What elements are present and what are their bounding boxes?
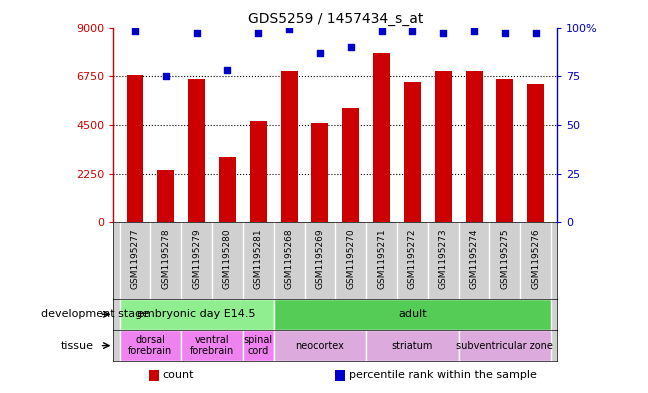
Bar (149, 369, 159, 381)
Text: GSM1195268: GSM1195268 (284, 228, 294, 289)
Bar (342, 108, 359, 222)
Point (161, 73, 171, 79)
Text: striatum: striatum (391, 341, 433, 351)
Bar (126, 75, 143, 222)
Text: GSM1195273: GSM1195273 (439, 228, 448, 289)
Bar (527, 84, 544, 222)
Point (438, 30, 448, 37)
Bar (120, 299, 273, 330)
Text: count: count (162, 369, 194, 380)
Bar (273, 299, 551, 330)
Text: neocortex: neocortex (295, 341, 344, 351)
Bar (219, 157, 236, 222)
Point (253, 30, 264, 37)
Bar (120, 330, 181, 361)
Text: GSM1195280: GSM1195280 (223, 228, 232, 289)
Text: GSM1195279: GSM1195279 (192, 228, 201, 289)
Text: GSM1195275: GSM1195275 (500, 228, 509, 289)
Text: tissue: tissue (61, 341, 93, 351)
Point (130, 28, 140, 35)
Bar (157, 170, 174, 222)
Text: dorsal
forebrain: dorsal forebrain (128, 335, 172, 356)
Text: embryonic day E14.5: embryonic day E14.5 (137, 309, 256, 320)
Text: development stage: development stage (41, 309, 149, 320)
Point (500, 30, 510, 37)
Text: subventricular zone: subventricular zone (456, 341, 553, 351)
Bar (336, 369, 345, 381)
Text: GSM1195271: GSM1195271 (377, 228, 386, 289)
Text: GSM1195276: GSM1195276 (531, 228, 540, 289)
Text: percentile rank within the sample: percentile rank within the sample (349, 369, 537, 380)
Bar (188, 79, 205, 222)
Bar (312, 123, 329, 222)
Bar (404, 82, 421, 222)
Point (315, 50, 325, 56)
Bar (459, 330, 551, 361)
Text: GSM1195270: GSM1195270 (346, 228, 355, 289)
Text: spinal
cord: spinal cord (244, 335, 273, 356)
Title: GDS5259 / 1457434_s_at: GDS5259 / 1457434_s_at (248, 13, 423, 26)
Text: GSM1195272: GSM1195272 (408, 228, 417, 289)
Text: GSM1195274: GSM1195274 (470, 228, 479, 289)
Bar (366, 330, 459, 361)
Bar (273, 330, 366, 361)
Point (407, 28, 417, 35)
Point (345, 44, 356, 50)
Point (222, 67, 233, 73)
Text: GSM1195277: GSM1195277 (130, 228, 139, 289)
Point (469, 28, 480, 35)
Bar (243, 330, 273, 361)
Text: GSM1195281: GSM1195281 (254, 228, 263, 289)
Bar (249, 121, 267, 222)
Bar (465, 71, 483, 222)
Point (531, 30, 541, 37)
Bar (373, 53, 390, 222)
Bar (435, 71, 452, 222)
Bar (281, 71, 297, 222)
Point (284, 26, 294, 33)
Point (191, 30, 202, 37)
Text: GSM1195269: GSM1195269 (316, 228, 325, 289)
Point (376, 28, 387, 35)
Text: ventral
forebrain: ventral forebrain (190, 335, 234, 356)
Text: adult: adult (398, 309, 427, 320)
Bar (181, 330, 243, 361)
Text: GSM1195278: GSM1195278 (161, 228, 170, 289)
Bar (496, 79, 513, 222)
